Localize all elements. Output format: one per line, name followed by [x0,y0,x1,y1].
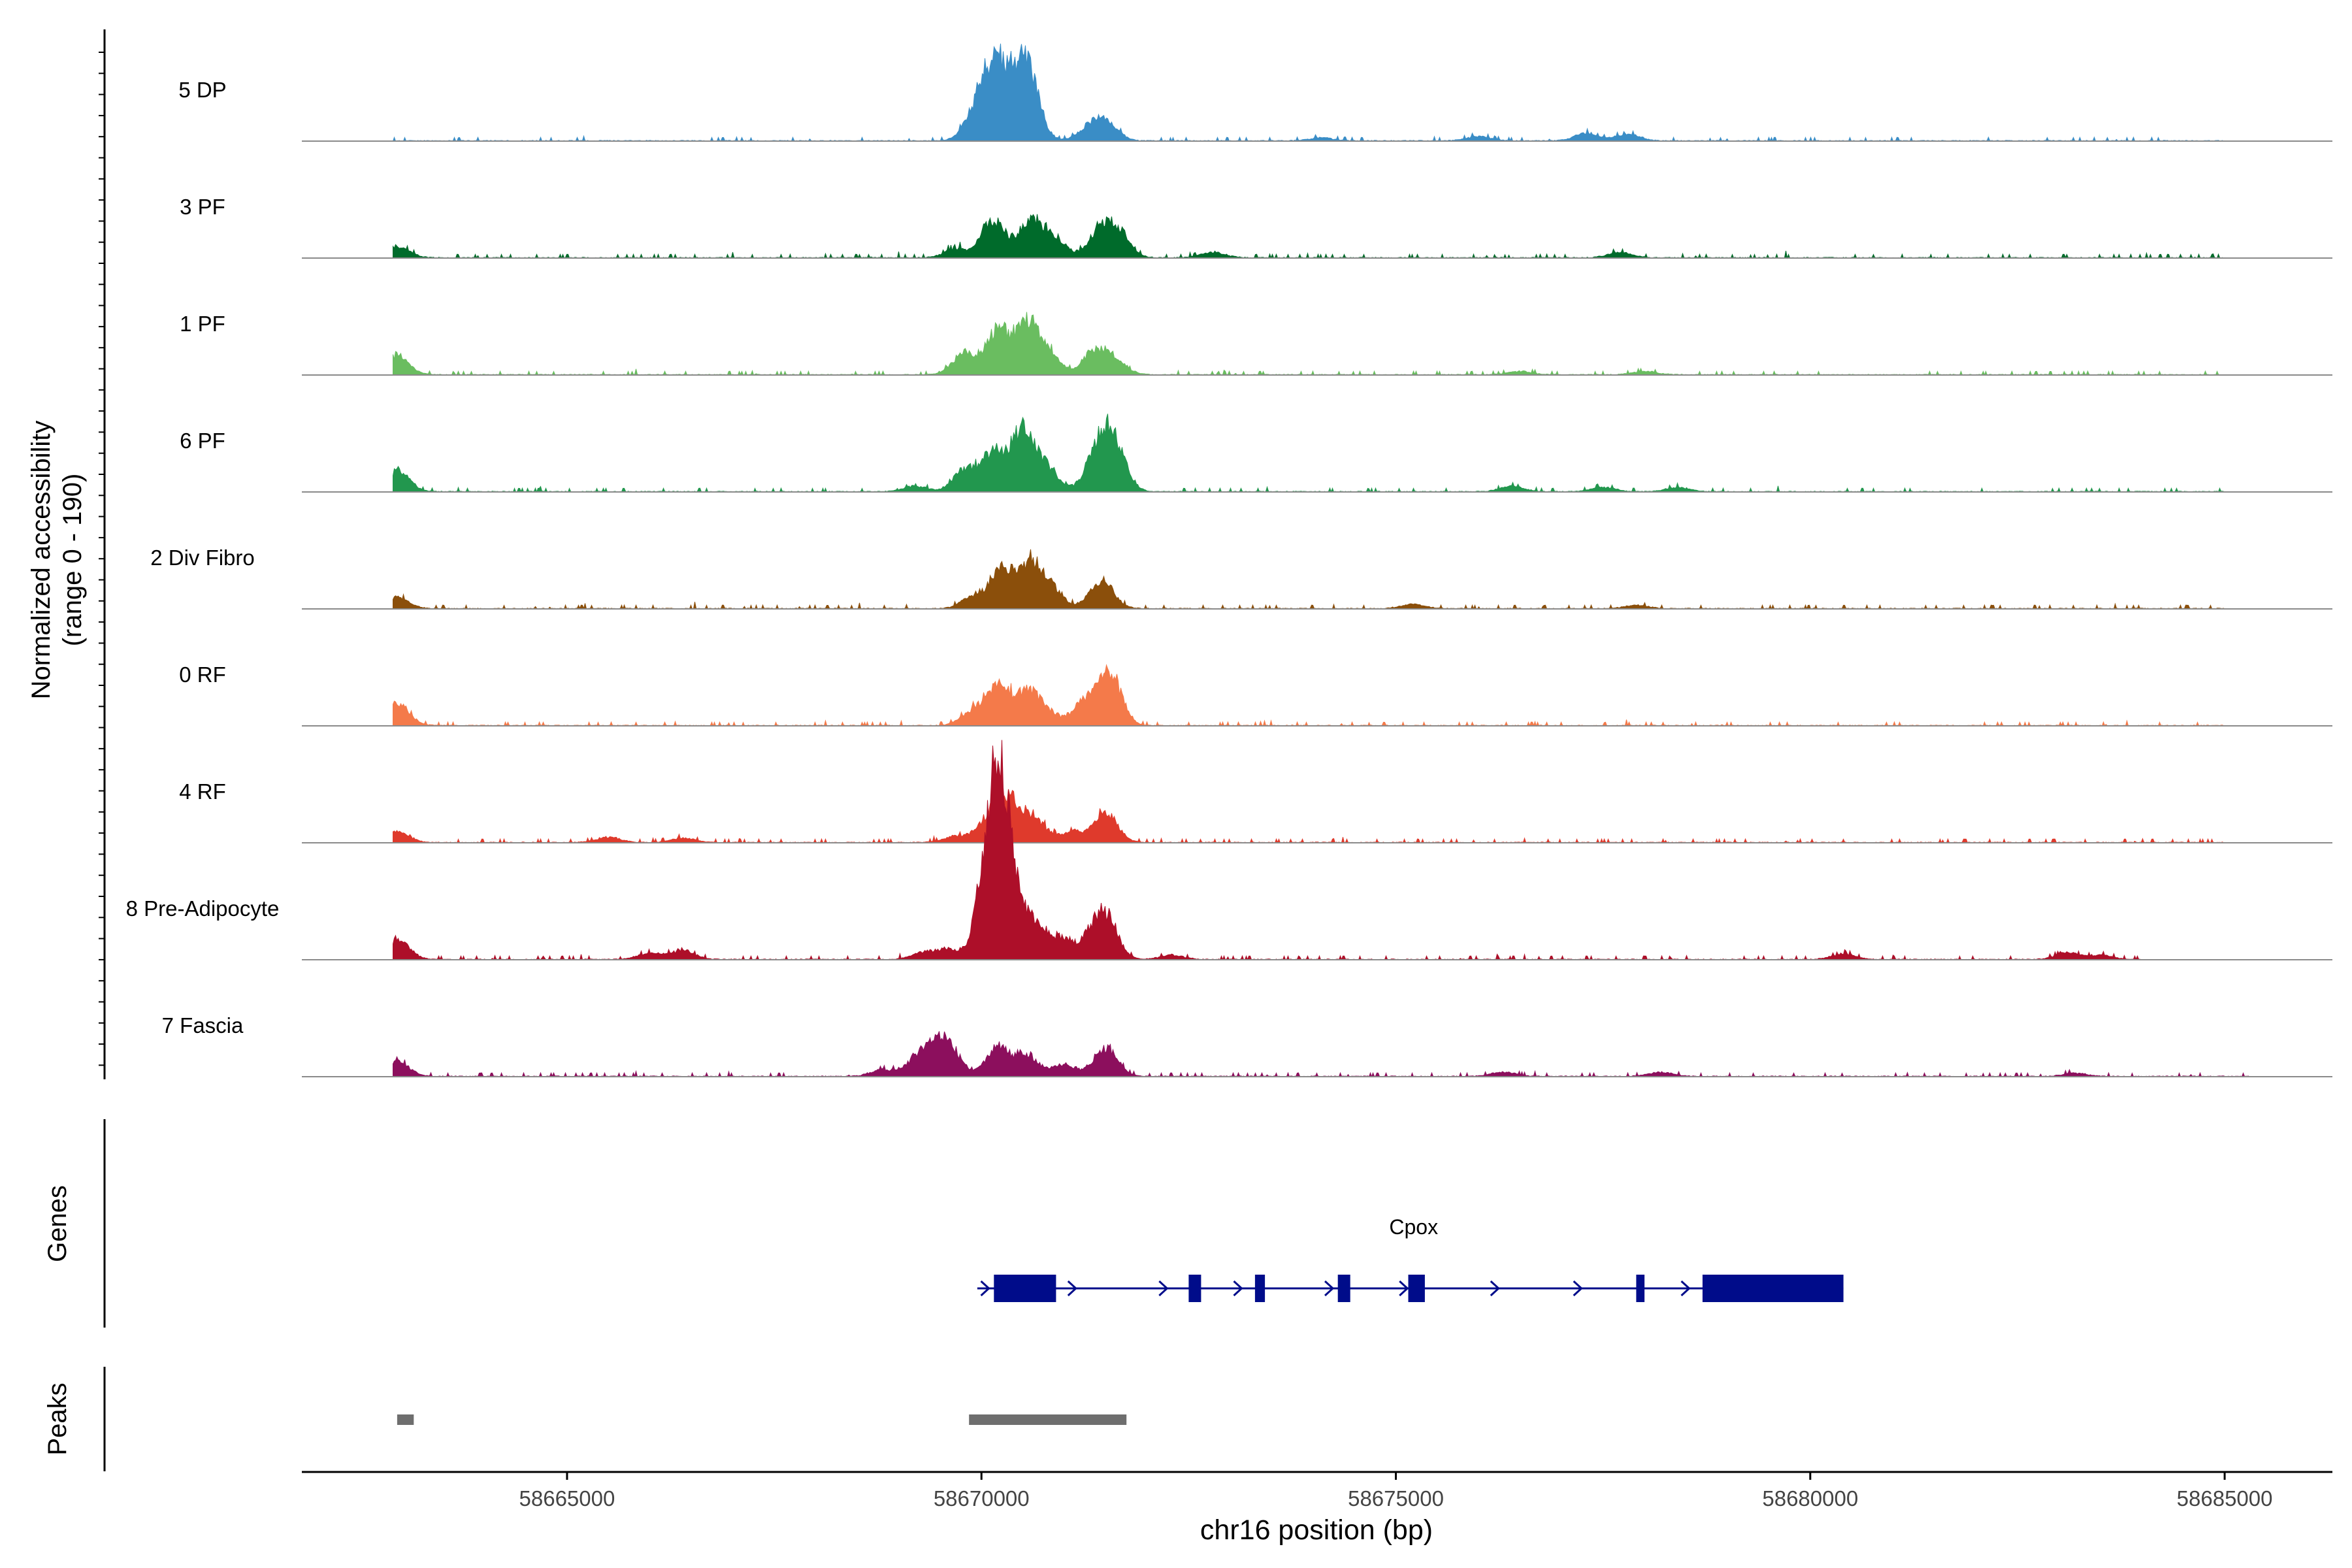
y-axis-label-line1: Normalized accessibility [27,421,56,700]
signal-area-0-rf [393,664,2225,727]
track-label-6-pf: 6 PF [180,429,225,453]
y-axis [99,29,106,1079]
signal-area-3-pf [393,214,2225,259]
x-axis: 58665000 58670000 58675000 58680000 58685000 [302,1471,2332,1511]
track-label-5-dp: 5 DP [178,78,226,102]
strand-arrow [1573,1280,1583,1297]
gene-exon [1254,1275,1266,1302]
gene-exon [1702,1275,1844,1302]
x-tick-label: 58670000 [934,1486,1030,1511]
track-1-pf: 1 PF [180,312,2332,376]
gene-exon [1337,1275,1350,1302]
signal-area-2-div-fibro [393,549,2226,610]
x-tick-label: 58680000 [1762,1486,1858,1511]
genes-panel: Genes Cpox [43,1119,1844,1328]
strand-arrow [1233,1280,1243,1297]
signal-area-5-dp [392,43,2225,142]
strand-arrow [1490,1280,1500,1297]
track-6-pf: 6 PF [180,414,2332,493]
peak-region [397,1414,414,1425]
peaks-panel-label: Peaks [43,1382,72,1455]
track-3-pf: 3 PF [180,195,2332,259]
track-label-1-pf: 1 PF [180,312,225,336]
strand-arrow [1680,1280,1691,1297]
tracks-layer: 5 DP 3 PF 1 PF 6 PF 2 Div Fibro 0 RF 4 RF 8 Pre… [126,43,2332,1078]
strand-arrow [1399,1280,1409,1297]
signal-area-4-rf [393,789,2225,844]
signal-area-8-pre-adipocyte [393,740,2142,961]
gene-cpox: Cpox [977,1215,1844,1302]
track-4-rf: 4 RF [179,779,2332,844]
track-5-dp: 5 DP [178,43,2332,142]
track-label-4-rf: 4 RF [179,779,226,804]
genes-panel-label: Genes [43,1185,72,1262]
track-label-0-rf: 0 RF [179,662,226,687]
track-8-pre-adipocyte: 8 Pre-Adipocyte [126,740,2332,961]
strand-arrow [980,1280,990,1297]
track-label-3-pf: 3 PF [180,195,225,219]
gene-exon [1636,1275,1645,1302]
x-tick-label: 58665000 [519,1486,615,1511]
gene-exon [994,1275,1056,1302]
track-label-7-fascia: 7 Fascia [162,1013,244,1037]
gene-name-label: Cpox [1389,1215,1438,1239]
x-tick-label: 58675000 [1348,1486,1444,1511]
signal-area-6-pf [393,414,2225,493]
track-0-rf: 0 RF [179,662,2332,727]
signal-area-1-pf [393,312,2225,376]
signal-area-7-fascia [393,1031,2251,1078]
strand-arrow [1067,1280,1077,1297]
track-2-div-fibro: 2 Div Fibro [150,546,2332,610]
x-tick-label: 58685000 [2177,1486,2273,1511]
y-axis-label-line2: (range 0 - 190) [58,474,87,647]
strand-arrow [1324,1280,1335,1297]
gene-exon [1188,1275,1201,1302]
strand-arrow [1158,1280,1169,1297]
x-axis-title: chr16 position (bp) [1200,1514,1433,1546]
peak-region [969,1414,1127,1425]
gene-exon [1408,1275,1425,1302]
track-label-2-div-fibro: 2 Div Fibro [150,546,255,570]
peaks-panel: Peaks [43,1367,1127,1471]
track-label-8-pre-adipocyte: 8 Pre-Adipocyte [126,896,280,921]
track-7-fascia: 7 Fascia [162,1013,2332,1078]
